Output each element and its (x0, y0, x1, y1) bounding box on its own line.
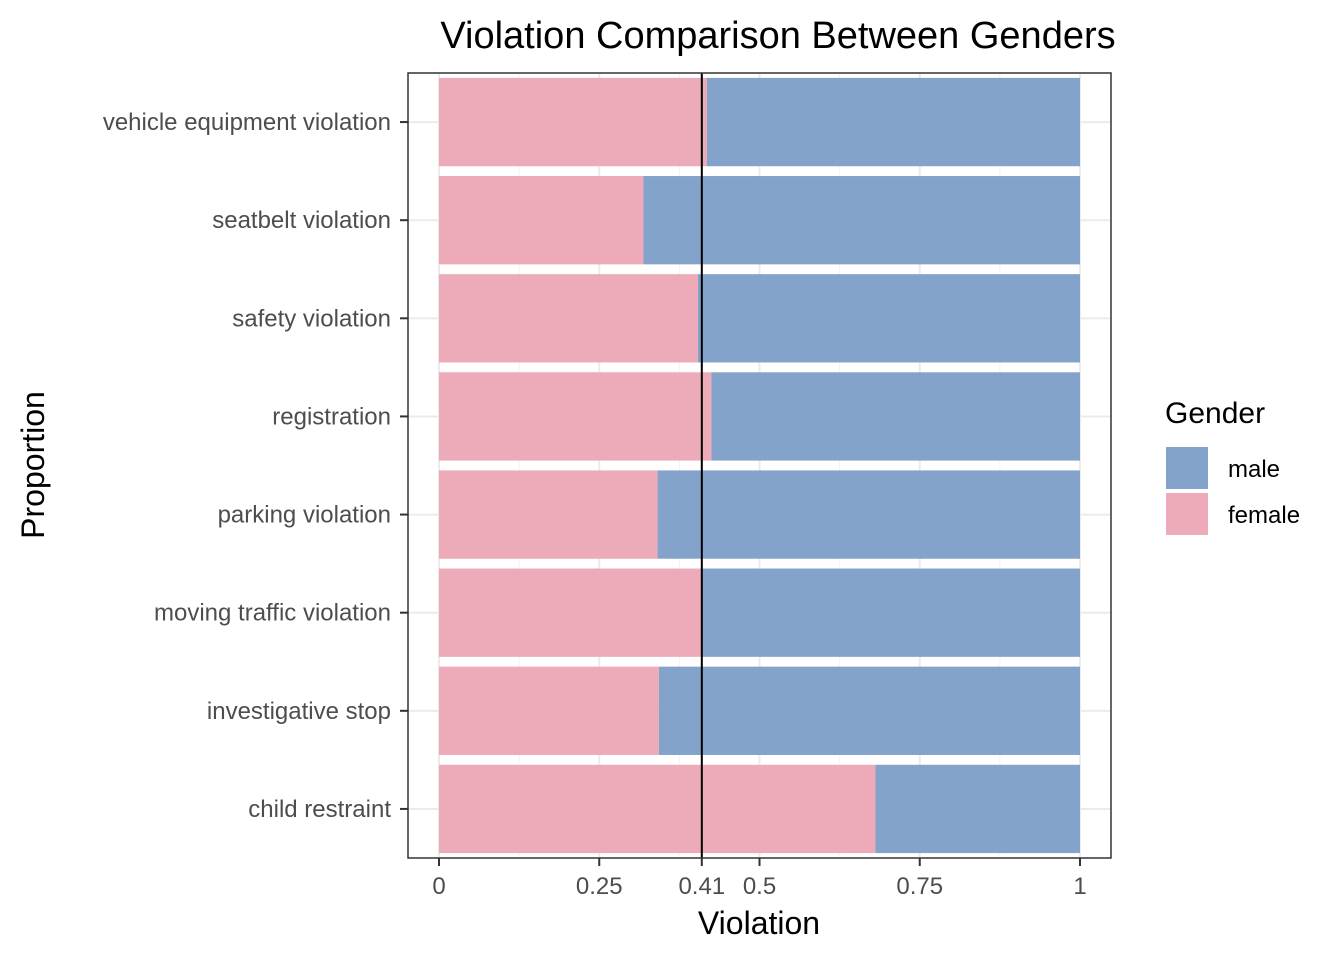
legend-label: female (1228, 502, 1300, 529)
bar-male (657, 470, 1080, 559)
legend-title: Gender (1165, 397, 1265, 430)
bar-male (875, 764, 1080, 854)
y-tick-label: parking violation (218, 502, 391, 529)
bar-female (439, 764, 876, 854)
y-tick-label: seatbelt violation (212, 207, 391, 234)
x-tick-label: 0 (432, 873, 445, 900)
x-tick-label: 0.75 (896, 873, 943, 900)
x-tick-label: 0.5 (743, 873, 776, 900)
chart-title: Violation Comparison Between Genders (440, 15, 1115, 57)
bar-female (439, 470, 658, 559)
bar-female (439, 666, 659, 755)
bars (439, 77, 1080, 854)
bar-male (706, 77, 1080, 167)
legend-entries: male female (1166, 447, 1300, 535)
x-axis: 0 0.25 0.41 0.5 0.75 1 (432, 858, 1087, 900)
y-axis: vehicle equipment violation seatbelt viol… (103, 109, 408, 823)
legend-key (1166, 493, 1208, 535)
y-tick-label: investigative stop (207, 698, 391, 725)
bar-male (711, 372, 1080, 461)
bar-female (439, 77, 707, 167)
bar-female (439, 176, 644, 265)
x-tick-label: 0.41 (678, 873, 725, 900)
y-axis-title: Proportion (15, 391, 51, 539)
x-tick-label: 0.25 (576, 873, 623, 900)
bar-male (702, 568, 1080, 657)
y-tick-label: vehicle equipment violation (103, 109, 391, 136)
legend-key (1166, 447, 1208, 489)
bar-male (658, 666, 1080, 755)
y-tick-label: registration (272, 403, 391, 430)
bar-male (697, 274, 1080, 363)
y-tick-label: moving traffic violation (154, 600, 391, 627)
legend: Gender male female (1165, 397, 1300, 535)
legend-label: male (1228, 456, 1280, 483)
x-tick-label: 1 (1073, 873, 1086, 900)
x-axis-title: Violation (698, 905, 820, 941)
bar-male (643, 176, 1080, 265)
bar-female (439, 568, 703, 657)
bar-female (439, 274, 698, 363)
y-tick-label: safety violation (232, 305, 391, 332)
bar-female (439, 372, 712, 461)
y-tick-label: child restraint (248, 796, 391, 823)
